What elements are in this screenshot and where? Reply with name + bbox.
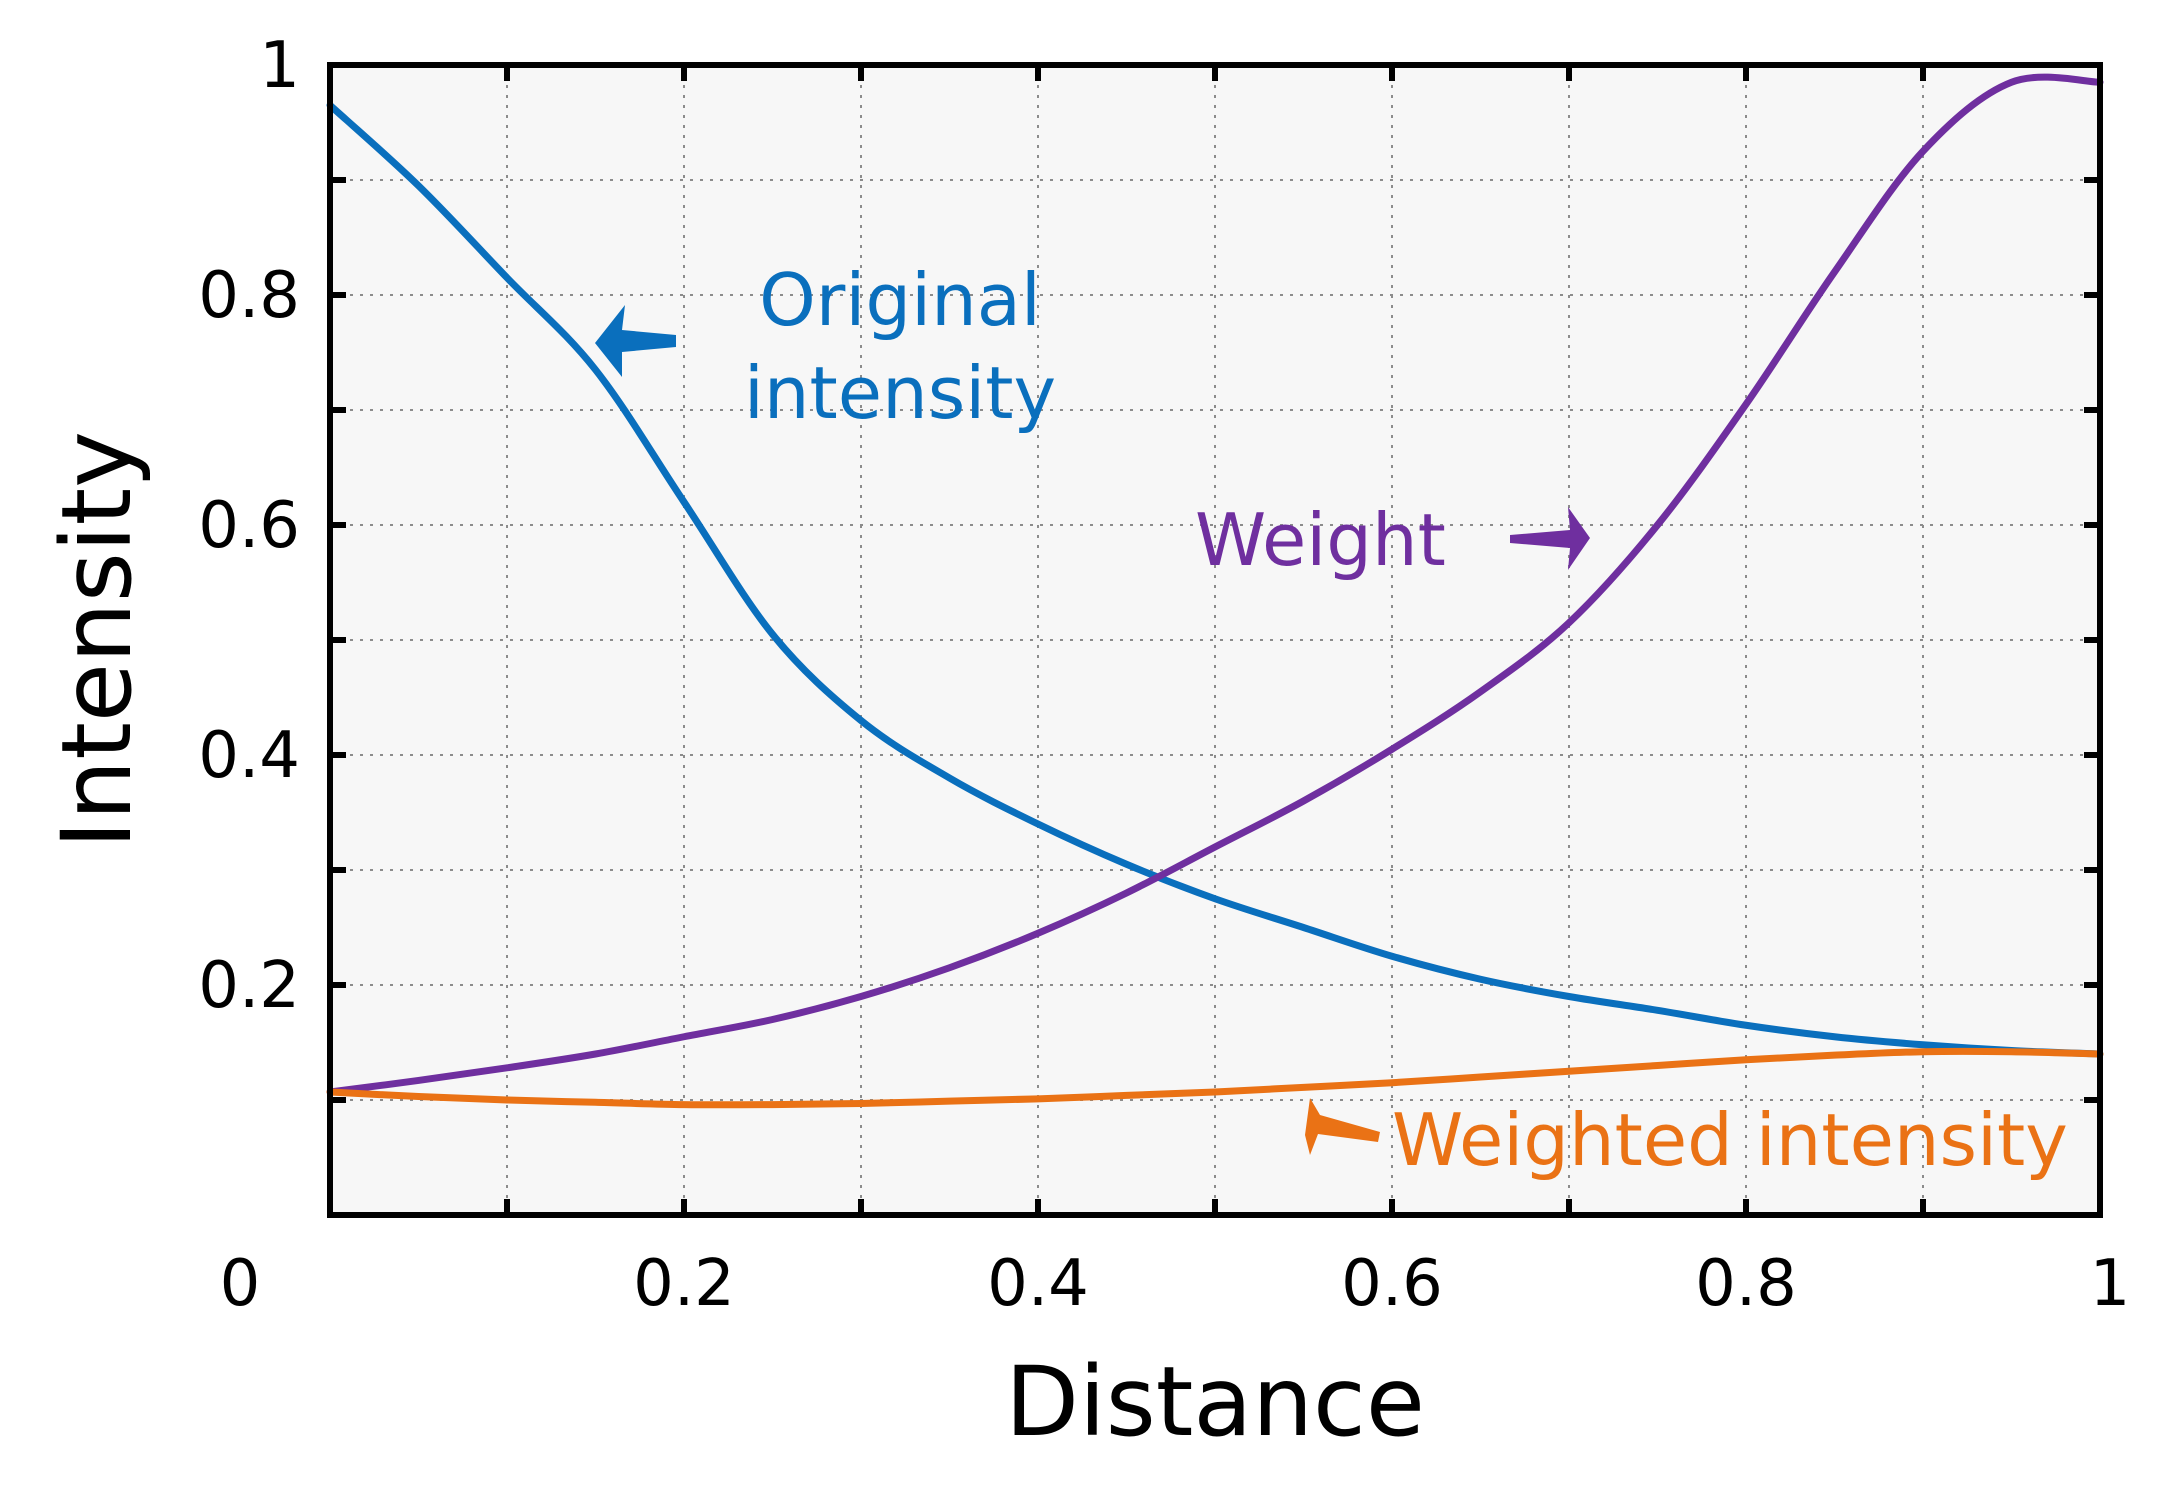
x-tick-label: 0 xyxy=(220,1247,261,1321)
weighted-arrow-icon xyxy=(1305,1098,1380,1155)
y-tick-label: 1 xyxy=(259,29,300,103)
annotation-original: Original intensity xyxy=(595,258,1056,435)
y-tick-labels: 0.2 0.4 0.6 0.8 1 xyxy=(198,29,300,1023)
y-tick-label: 0.8 xyxy=(198,259,300,333)
annotation-weight: Weight xyxy=(1195,498,1590,582)
annotation-original-line1: Original xyxy=(759,258,1041,342)
y-tick-label: 0.4 xyxy=(198,719,300,793)
series-line-weight xyxy=(326,73,2104,1096)
annotation-original-line2: intensity xyxy=(744,351,1056,435)
x-axis-title: Distance xyxy=(1005,1346,1425,1458)
y-tick-label: 0.6 xyxy=(198,489,300,563)
y-tick-label: 0.2 xyxy=(198,949,300,1023)
annotation-weight-text: Weight xyxy=(1195,498,1446,582)
original-arrow-icon xyxy=(595,305,676,377)
x-tick-labels: 0 0.2 0.4 0.6 0.8 1 xyxy=(220,1247,2131,1321)
x-tick-label: 0.6 xyxy=(1341,1247,1443,1321)
y-axis-title: Intensity xyxy=(41,431,153,849)
weight-arrow-icon xyxy=(1510,507,1590,570)
x-tick-label: 0.4 xyxy=(987,1247,1089,1321)
annotation-weighted-text: Weighted intensity xyxy=(1392,1098,2068,1182)
series-line-weighted xyxy=(326,1047,2104,1109)
series-layer xyxy=(326,73,2104,1109)
x-tick-label: 1 xyxy=(2090,1247,2131,1321)
x-tick-label: 0.2 xyxy=(633,1247,735,1321)
grid xyxy=(330,65,2100,1215)
x-tick-label: 0.8 xyxy=(1695,1247,1797,1321)
ticks xyxy=(330,65,2100,1215)
annotation-weighted: Weighted intensity xyxy=(1305,1098,2068,1182)
